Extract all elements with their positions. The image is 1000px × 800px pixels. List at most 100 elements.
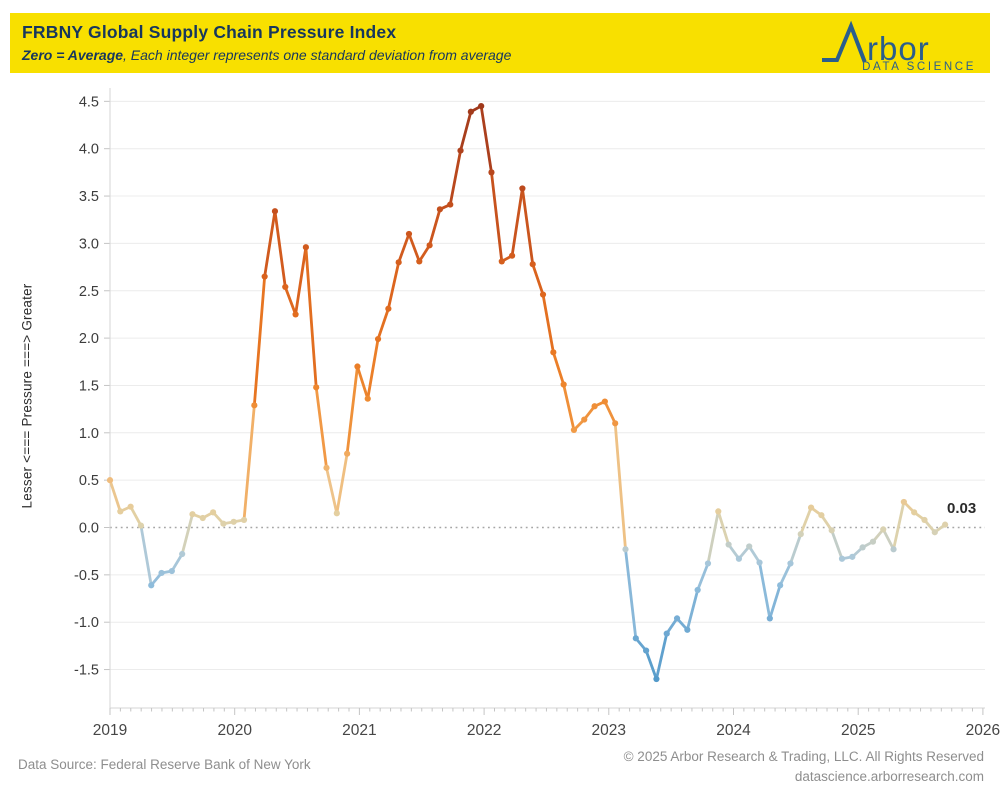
data-point[interactable] bbox=[199, 514, 206, 522]
data-point[interactable] bbox=[704, 560, 712, 567]
data-point[interactable] bbox=[560, 381, 567, 388]
data-point[interactable] bbox=[271, 208, 279, 215]
data-point[interactable] bbox=[158, 569, 165, 577]
data-point[interactable] bbox=[106, 477, 114, 484]
y-tick-label: 3.0 bbox=[79, 236, 99, 252]
data-point[interactable] bbox=[673, 615, 681, 622]
data-point[interactable] bbox=[416, 258, 423, 265]
data-point[interactable] bbox=[746, 543, 753, 550]
data-point[interactable] bbox=[210, 509, 217, 516]
series-segment bbox=[314, 385, 328, 470]
data-point[interactable] bbox=[570, 426, 578, 434]
data-point[interactable] bbox=[230, 518, 237, 525]
series-segment bbox=[531, 262, 545, 296]
data-point[interactable] bbox=[632, 635, 639, 642]
data-point[interactable] bbox=[766, 615, 773, 622]
data-point[interactable] bbox=[498, 258, 505, 265]
page-subtitle: Zero = Average, Each integer represents … bbox=[22, 46, 976, 64]
data-point[interactable] bbox=[931, 529, 938, 536]
data-point[interactable] bbox=[890, 546, 897, 553]
series-segment bbox=[747, 545, 761, 564]
data-point[interactable] bbox=[395, 259, 402, 266]
y-tick-label: 2.0 bbox=[79, 331, 99, 347]
data-point[interactable] bbox=[292, 311, 299, 318]
data-point[interactable] bbox=[457, 147, 464, 154]
data-point[interactable] bbox=[117, 508, 124, 515]
data-point[interactable] bbox=[354, 363, 361, 370]
x-year-label: 2023 bbox=[592, 722, 626, 739]
series-segment bbox=[397, 232, 411, 264]
data-point[interactable] bbox=[715, 508, 722, 515]
data-point[interactable] bbox=[519, 185, 526, 192]
data-point[interactable] bbox=[374, 335, 382, 343]
data-point[interactable] bbox=[550, 349, 557, 356]
page-title: FRBNY Global Supply Chain Pressure Index bbox=[22, 22, 397, 42]
data-point[interactable] bbox=[220, 520, 227, 527]
data-point[interactable] bbox=[797, 531, 804, 538]
data-point[interactable] bbox=[601, 398, 608, 405]
data-point[interactable] bbox=[777, 582, 784, 589]
data-point[interactable] bbox=[364, 395, 371, 402]
series-segment bbox=[789, 532, 803, 565]
data-point[interactable] bbox=[725, 541, 732, 548]
data-point[interactable] bbox=[323, 464, 330, 471]
data-point[interactable] bbox=[807, 504, 815, 511]
series-segment bbox=[778, 562, 792, 587]
data-point[interactable] bbox=[643, 647, 650, 654]
data-point[interactable] bbox=[756, 559, 763, 566]
data-point[interactable] bbox=[581, 416, 588, 423]
data-point[interactable] bbox=[478, 102, 485, 110]
data-point[interactable] bbox=[859, 544, 866, 551]
data-point[interactable] bbox=[240, 516, 248, 524]
data-point[interactable] bbox=[663, 630, 670, 637]
data-point[interactable] bbox=[735, 555, 743, 562]
data-point[interactable] bbox=[302, 244, 309, 251]
data-point[interactable] bbox=[333, 510, 340, 517]
data-point[interactable] bbox=[426, 242, 433, 249]
data-point[interactable] bbox=[622, 546, 629, 553]
series-segment bbox=[108, 478, 122, 513]
data-point[interactable] bbox=[818, 512, 825, 519]
data-point[interactable] bbox=[137, 522, 145, 529]
y-tick-label: 4.5 bbox=[79, 94, 99, 110]
data-point[interactable] bbox=[488, 169, 495, 176]
series-segment bbox=[448, 149, 462, 206]
data-point[interactable] bbox=[168, 567, 175, 575]
data-point[interactable] bbox=[838, 555, 846, 562]
data-point[interactable] bbox=[179, 550, 186, 558]
data-point[interactable] bbox=[684, 626, 691, 633]
data-point[interactable] bbox=[942, 521, 949, 528]
data-point[interactable] bbox=[911, 509, 918, 516]
data-point[interactable] bbox=[261, 273, 268, 280]
data-point[interactable] bbox=[539, 291, 547, 298]
data-point[interactable] bbox=[467, 108, 474, 115]
data-point[interactable] bbox=[447, 201, 454, 208]
series-segment bbox=[263, 209, 277, 278]
data-point[interactable] bbox=[612, 420, 619, 427]
series-segment bbox=[644, 649, 658, 681]
data-point[interactable] bbox=[313, 384, 320, 391]
data-point[interactable] bbox=[251, 402, 258, 409]
data-point[interactable] bbox=[127, 503, 134, 510]
data-point[interactable] bbox=[880, 526, 887, 533]
data-point[interactable] bbox=[694, 586, 701, 594]
data-point[interactable] bbox=[828, 527, 835, 534]
data-point[interactable] bbox=[189, 511, 196, 518]
data-point[interactable] bbox=[653, 675, 660, 683]
data-point[interactable] bbox=[869, 538, 877, 545]
data-point[interactable] bbox=[385, 305, 392, 312]
data-point[interactable] bbox=[787, 560, 794, 567]
data-point[interactable] bbox=[529, 261, 536, 268]
series-segment bbox=[706, 510, 720, 565]
data-point[interactable] bbox=[591, 403, 598, 410]
data-point[interactable] bbox=[405, 230, 413, 238]
data-point[interactable] bbox=[849, 553, 856, 560]
data-point[interactable] bbox=[921, 516, 928, 524]
data-point[interactable] bbox=[344, 450, 351, 457]
data-point[interactable] bbox=[900, 498, 907, 506]
data-point[interactable] bbox=[436, 206, 444, 213]
data-point[interactable] bbox=[282, 283, 289, 291]
data-point[interactable] bbox=[148, 582, 155, 589]
data-point[interactable] bbox=[508, 252, 516, 259]
